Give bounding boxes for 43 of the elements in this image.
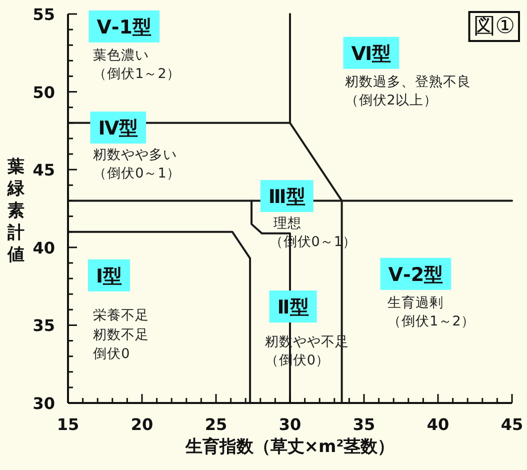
x-tick-label: 35 [352,415,376,434]
annotation: Ⅰ型 [96,265,122,288]
annotation: （倒伏0～1） [93,166,180,182]
annotation: Ⅴ-2型 [388,264,444,286]
annotation: 葉色濃い [93,47,150,64]
x-axis-title: 生育指数（草丈×m²茎数） [184,436,395,457]
annotation: Ⅴ-1型 [88,10,160,42]
annotation: Ⅴ-1型 [96,16,152,38]
y-tick-label: 30 [32,394,55,413]
annotation: Ⅳ型 [98,118,138,140]
annotation: 倒伏0 [93,346,130,362]
annotation: Ⅱ型 [269,290,317,323]
annotation: Ⅳ型 [90,112,146,144]
x-tick-label: 45 [500,415,524,434]
annotation: 生育過剰 [388,294,444,311]
annotation: （倒伏1～2） [388,314,475,330]
annotation: Ⅰ型 [88,259,130,292]
annotation: Ⅵ型 [351,42,392,65]
annotation: 図① [468,11,520,42]
y-tick-label: 35 [32,316,55,336]
annotation: Ⅲ型 [260,180,314,212]
annotation: 籾数不足 [93,326,150,343]
annotation: Ⅲ型 [268,186,306,208]
annotation: Ⅱ型 [277,296,309,319]
annotation: 籾数やや多い [93,147,178,164]
annotation: （倒伏1～2） [93,66,180,82]
x-tick-label: 40 [426,415,450,434]
y-tick-label: 50 [32,82,55,102]
annotation: Ⅵ型 [343,36,400,69]
x-tick-label: 15 [56,415,80,434]
annotation: 籾数過多、登熟不良 [344,74,471,90]
x-tick-label: 20 [130,415,154,434]
y-tick-label: 40 [32,238,55,258]
annotation: Ⅴ-2型 [380,258,452,290]
y-axis-title: 葉緑素計値 [6,157,26,265]
annotation: 図① [473,14,515,39]
annotation: 理想 [274,216,302,232]
y-tick-label: 45 [32,160,55,180]
y-tick-label: 55 [32,5,55,24]
x-tick-label: 30 [278,415,302,434]
annotation: 栄養不足 [93,307,150,324]
annotation: （倒伏2以上） [344,92,438,109]
x-tick-label: 25 [204,415,228,434]
